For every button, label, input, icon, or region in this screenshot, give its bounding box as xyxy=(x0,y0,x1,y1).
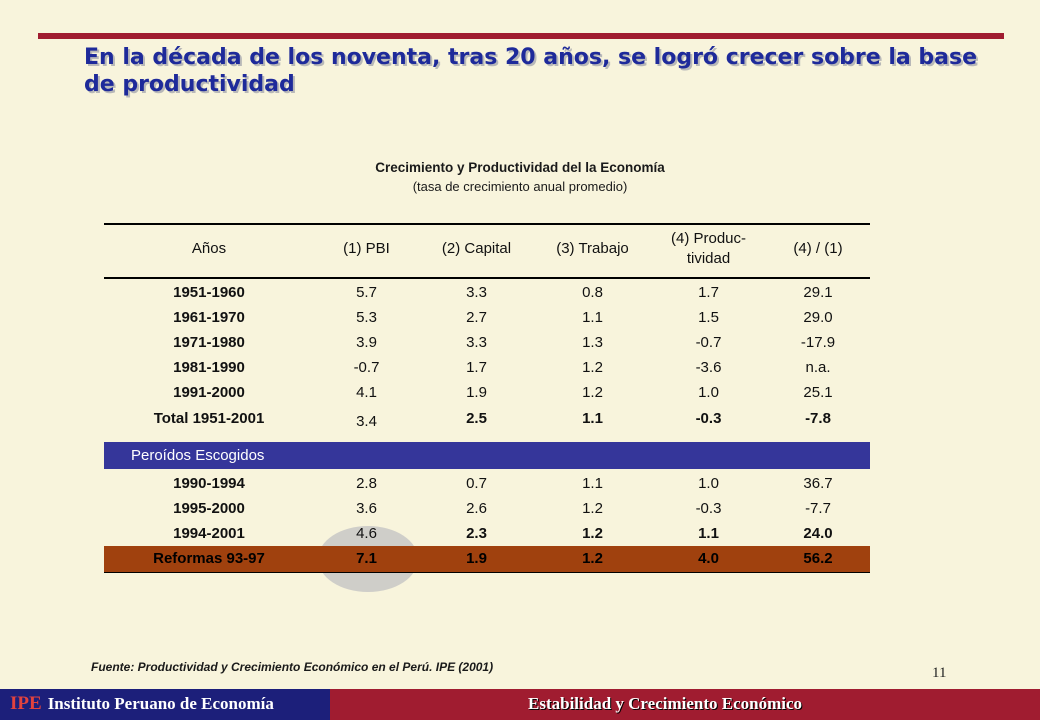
table-row: 1981-1990 -0.7 1.7 1.2 -3.6 n.a. xyxy=(104,355,870,380)
section-band: Peroídos Escogidos xyxy=(104,442,870,469)
row-ratio: 36.7 xyxy=(803,475,833,492)
row-period: 1995-2000 xyxy=(173,500,245,517)
row-period: 1951-1960 xyxy=(173,284,245,301)
header-productividad: (4) Produc- tividad xyxy=(670,230,747,267)
table-row: 1994-2001 4.6 2.3 1.2 1.1 24.0 xyxy=(104,521,870,546)
header-years: Años xyxy=(191,240,227,257)
header-capital: (2) Capital xyxy=(441,240,512,257)
row-pbi: 5.7 xyxy=(356,284,377,301)
row-capital: 2.7 xyxy=(466,309,487,326)
table-row: 1995-2000 3.6 2.6 1.2 -0.3 -7.7 xyxy=(104,496,870,521)
row-trabajo: 1.2 xyxy=(582,500,603,517)
page-number: 11 xyxy=(932,665,947,681)
row-capital: 1.9 xyxy=(466,550,487,567)
row-productividad: 1.1 xyxy=(698,525,719,542)
row-trabajo: 1.3 xyxy=(582,334,603,351)
row-ratio: 24.0 xyxy=(803,525,833,542)
row-productividad: 4.0 xyxy=(698,550,719,567)
row-capital: 2.6 xyxy=(466,500,487,517)
table-row: 1971-1980 3.9 3.3 1.3 -0.7 -17.9 xyxy=(104,330,870,355)
footer-brand-panel: IPE Instituto Peruano de Economía xyxy=(0,689,330,720)
table-bottom-border xyxy=(104,572,870,573)
row-pbi: 5.3 xyxy=(356,309,377,326)
row-capital: 1.7 xyxy=(466,359,487,376)
row-ratio: -7.7 xyxy=(805,500,831,517)
row-productividad: 1.0 xyxy=(698,475,719,492)
row-productividad: -0.7 xyxy=(695,334,722,351)
table-top-border xyxy=(104,223,870,225)
row-period: Total 1951-2001 xyxy=(153,410,265,427)
table-row-reformas: Reformas 93-97 7.1 1.9 1.2 4.0 56.2 xyxy=(104,546,870,572)
row-capital: 2.5 xyxy=(466,410,487,427)
row-period: 1971-1980 xyxy=(173,334,245,351)
row-ratio: n.a. xyxy=(805,359,831,376)
ipe-logo: IPE xyxy=(10,693,42,714)
row-period: 1990-1994 xyxy=(173,475,245,492)
row-capital: 0.7 xyxy=(466,475,487,492)
row-capital: 3.3 xyxy=(466,284,487,301)
row-period: 1991-2000 xyxy=(173,384,245,401)
row-pbi: 3.6 xyxy=(356,500,377,517)
top-rule xyxy=(38,33,1004,39)
row-pbi: 4.6 xyxy=(356,525,377,542)
row-ratio: 56.2 xyxy=(803,550,833,567)
row-trabajo: 0.8 xyxy=(582,284,603,301)
table-title: Crecimiento y Productividad del la Econo… xyxy=(375,160,665,175)
table-subtitle: (tasa de crecimiento anual promedio) xyxy=(412,179,628,194)
row-productividad: 1.5 xyxy=(698,309,719,326)
footer-org: Instituto Peruano de Economía xyxy=(47,694,274,713)
row-trabajo: 1.2 xyxy=(582,384,603,401)
row-pbi: 3.4 xyxy=(356,413,377,430)
row-trabajo: 1.2 xyxy=(582,525,603,542)
source-note: Fuente: Productividad y Crecimiento Econ… xyxy=(91,660,494,674)
row-capital: 3.3 xyxy=(466,334,487,351)
footer-topic: Estabilidad y Crecimiento Económico xyxy=(528,694,803,713)
table-row-total: Total 1951-2001 3.4 2.5 1.1 -0.3 -7.8 xyxy=(104,406,870,431)
row-trabajo: 1.1 xyxy=(582,410,603,427)
header-bottom-border xyxy=(104,277,870,279)
row-period: 1994-2001 xyxy=(173,525,245,542)
row-trabajo: 1.2 xyxy=(582,359,603,376)
row-trabajo: 1.2 xyxy=(582,550,603,567)
footer-brand: IPE Instituto Peruano de Economía xyxy=(10,693,274,715)
row-pbi: 7.1 xyxy=(356,550,377,567)
row-capital: 2.3 xyxy=(466,525,487,542)
table-row: 1990-1994 2.8 0.7 1.1 1.0 36.7 xyxy=(104,471,870,496)
row-pbi: -0.7 xyxy=(353,359,380,376)
row-ratio: 29.1 xyxy=(803,284,833,301)
header-pbi: (1) PBI xyxy=(343,240,390,257)
row-period: 1961-1970 xyxy=(173,309,245,326)
row-pbi: 4.1 xyxy=(356,384,377,401)
row-trabajo: 1.1 xyxy=(582,475,603,492)
row-productividad: -0.3 xyxy=(695,410,722,427)
table-row: 1961-1970 5.3 2.7 1.1 1.5 29.0 xyxy=(104,305,870,330)
slide-title: En la década de los noventa, tras 20 año… xyxy=(84,45,978,97)
row-period: 1981-1990 xyxy=(173,359,245,376)
row-ratio: 25.1 xyxy=(803,384,833,401)
header-trabajo: (3) Trabajo xyxy=(556,240,629,257)
section-label: Peroídos Escogidos xyxy=(131,447,265,464)
table-row: 1991-2000 4.1 1.9 1.2 1.0 25.1 xyxy=(104,380,870,405)
header-ratio: (4) / (1) xyxy=(793,240,843,257)
row-productividad: -0.3 xyxy=(695,500,722,517)
row-productividad: -3.6 xyxy=(695,359,722,376)
row-ratio: -7.8 xyxy=(805,410,831,427)
row-productividad: 1.0 xyxy=(698,384,719,401)
row-trabajo: 1.1 xyxy=(582,309,603,326)
row-capital: 1.9 xyxy=(466,384,487,401)
row-ratio: -17.9 xyxy=(800,334,836,351)
row-ratio: 29.0 xyxy=(803,309,833,326)
row-productividad: 1.7 xyxy=(698,284,719,301)
row-period: Reformas 93-97 xyxy=(153,550,265,567)
growth-table: Años (1) PBI (2) Capital (3) Trabajo (4)… xyxy=(104,223,870,573)
row-pbi: 2.8 xyxy=(356,475,377,492)
footer-bar: IPE Instituto Peruano de Economía Estabil… xyxy=(0,689,1040,720)
table-row: 1951-1960 5.7 3.3 0.8 1.7 29.1 xyxy=(104,280,870,305)
row-pbi: 3.9 xyxy=(356,334,377,351)
